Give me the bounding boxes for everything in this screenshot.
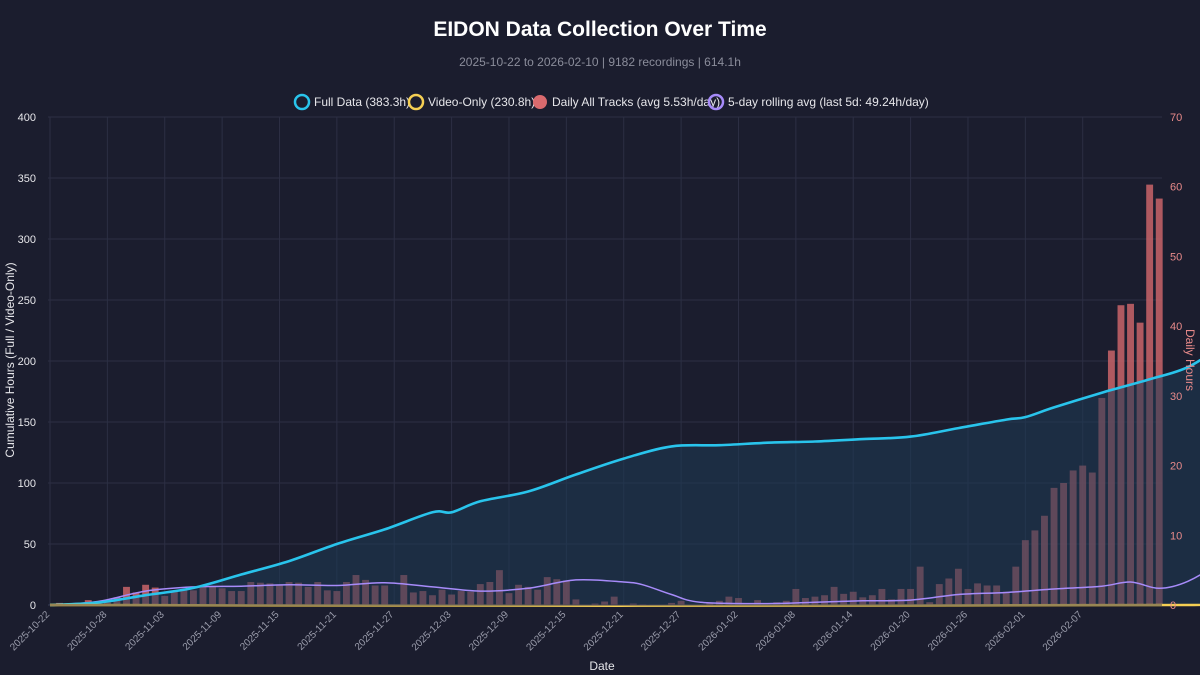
- gridlines: [48, 116, 1162, 606]
- x-tick-label: 2025-12-03: [410, 609, 454, 653]
- legend-label-rolling: 5-day rolling avg (last 5d: 49.24h/day): [728, 95, 929, 109]
- chart-subtitle: 2025-10-22 to 2026-02-10 | 9182 recordin…: [459, 55, 741, 69]
- daily-bar: [123, 586, 130, 605]
- y-axis-label: Cumulative Hours (Full / Video-Only): [3, 262, 17, 457]
- y-tick-label: 250: [18, 295, 36, 307]
- x-tick-label: 2026-02-01: [984, 609, 1028, 653]
- y2-tick-label: 10: [1170, 530, 1182, 542]
- x-tick-label: 2026-01-26: [926, 609, 970, 653]
- y2-tick-label: 20: [1170, 461, 1182, 473]
- legend-label-daily: Daily All Tracks (avg 5.53h/day): [552, 95, 720, 109]
- legend-marker-daily: [533, 95, 547, 109]
- y2-tick-label: 0: [1170, 600, 1176, 612]
- x-tick-label: 2026-01-20: [869, 609, 913, 653]
- x-tick-label: 2026-01-08: [754, 609, 798, 653]
- x-tick-label: 2025-12-09: [467, 609, 511, 653]
- chart-title: EIDON Data Collection Over Time: [433, 18, 766, 41]
- full-data-line: [49, 358, 1200, 607]
- x-tick-label: 2025-11-27: [353, 609, 397, 653]
- legend-marker-rolling: [707, 93, 725, 111]
- video-only-line: [49, 603, 1200, 608]
- x-tick-label: 2025-11-09: [181, 609, 225, 653]
- series-lines: [49, 358, 1200, 608]
- x-tick-label: 2025-10-22: [8, 609, 52, 653]
- y2-axis-label: Daily Hours: [1183, 329, 1197, 391]
- y-tick-label: 0: [30, 600, 36, 612]
- x-tick-label: 2025-11-03: [123, 609, 167, 653]
- x-tick-label: 2026-02-07: [1041, 609, 1085, 653]
- legend-marker-full: [293, 93, 311, 111]
- x-tick-label: 2025-12-15: [525, 609, 569, 653]
- x-tick-label: 2025-11-15: [238, 609, 282, 653]
- y-tick-label: 50: [24, 539, 36, 551]
- x-axis-label: Date: [589, 659, 615, 673]
- y2-tick-label: 50: [1170, 251, 1182, 263]
- x-tick-label: 2025-12-21: [582, 609, 626, 653]
- y-tick-label: 200: [18, 356, 36, 368]
- legend-label-video: Video-Only (230.8h): [428, 95, 535, 109]
- x-tick-label: 2025-12-27: [639, 609, 683, 653]
- y2-tick-label: 60: [1170, 182, 1182, 194]
- legend: Full Data (383.3h) Video-Only (230.8h) Dai…: [293, 93, 929, 111]
- x-tick-label: 2025-10-28: [66, 609, 110, 653]
- x-tick-label: 2026-01-14: [811, 609, 855, 653]
- y2-tick-label: 30: [1170, 391, 1182, 403]
- y-tick-label: 350: [18, 173, 36, 185]
- y-tick-label: 400: [18, 112, 36, 124]
- y-tick-label: 300: [18, 234, 36, 246]
- x-tick-label: 2025-11-21: [296, 609, 340, 653]
- y-tick-label: 150: [18, 417, 36, 429]
- legend-marker-video: [407, 93, 425, 111]
- legend-label-full: Full Data (383.3h): [314, 95, 410, 109]
- y-tick-label: 100: [18, 478, 36, 490]
- rolling-avg-line: [49, 574, 1200, 606]
- y2-tick-label: 70: [1170, 112, 1182, 124]
- x-tick-label: 2026-01-02: [697, 609, 741, 653]
- y2-tick-label: 40: [1170, 321, 1182, 333]
